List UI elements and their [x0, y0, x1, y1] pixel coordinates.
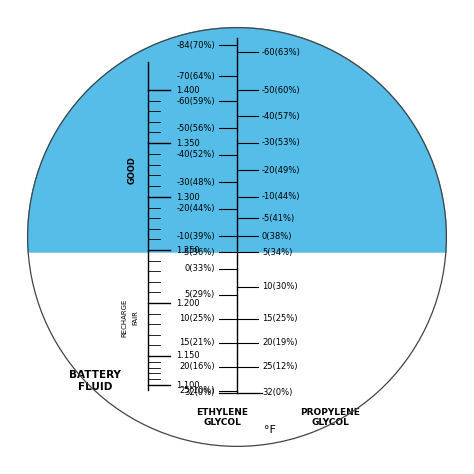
Text: 10(30%): 10(30%): [262, 283, 298, 292]
Text: -70(64%): -70(64%): [176, 72, 215, 81]
Text: -20(44%): -20(44%): [176, 204, 215, 213]
Text: 10(25%): 10(25%): [180, 315, 215, 323]
Text: 5(29%): 5(29%): [185, 291, 215, 300]
Text: -60(59%): -60(59%): [176, 97, 215, 106]
Text: -10(44%): -10(44%): [262, 192, 301, 201]
Text: 15(25%): 15(25%): [262, 315, 298, 323]
Text: -40(57%): -40(57%): [262, 111, 301, 120]
Text: -30(53%): -30(53%): [262, 138, 301, 147]
Text: 0(33%): 0(33%): [184, 264, 215, 273]
Polygon shape: [27, 27, 447, 252]
Text: -60(63%): -60(63%): [262, 47, 301, 56]
Text: 20(16%): 20(16%): [179, 363, 215, 372]
Text: PROPYLENE
GLYCOL: PROPYLENE GLYCOL: [300, 408, 360, 428]
Text: 1.200: 1.200: [176, 299, 200, 308]
Text: BATTERY
FLUID: BATTERY FLUID: [69, 370, 121, 392]
Text: °F: °F: [264, 425, 276, 435]
Text: 32(0%): 32(0%): [262, 389, 292, 398]
Text: 1.250: 1.250: [176, 246, 200, 255]
Text: 20(19%): 20(19%): [262, 338, 298, 347]
Text: RECHARGE: RECHARGE: [121, 298, 127, 337]
Circle shape: [27, 27, 447, 447]
Text: 1.100: 1.100: [176, 381, 200, 390]
Text: -20(49%): -20(49%): [262, 165, 301, 174]
Text: -30(48%): -30(48%): [176, 177, 215, 186]
Text: -84(70%): -84(70%): [176, 40, 215, 49]
Text: -50(56%): -50(56%): [176, 124, 215, 133]
Text: -5(41%): -5(41%): [262, 213, 295, 222]
Text: -50(60%): -50(60%): [262, 85, 301, 94]
Text: 25(10%): 25(10%): [180, 386, 215, 395]
Text: FAIR: FAIR: [132, 310, 138, 325]
Text: 5(34%): 5(34%): [262, 247, 292, 256]
Text: ETHYLENE
GLYCOL: ETHYLENE GLYCOL: [196, 408, 248, 428]
Text: 32(0%): 32(0%): [185, 389, 215, 398]
Text: 1.350: 1.350: [176, 138, 200, 147]
Text: -10(39%): -10(39%): [176, 231, 215, 240]
Text: 15(21%): 15(21%): [180, 338, 215, 347]
Text: 1.150: 1.150: [176, 352, 200, 361]
Text: 1.300: 1.300: [176, 192, 200, 201]
Text: -5(36%): -5(36%): [182, 247, 215, 256]
Text: -40(52%): -40(52%): [176, 151, 215, 159]
Text: GOOD: GOOD: [128, 156, 137, 184]
Text: 0(38%): 0(38%): [262, 231, 292, 240]
Text: 1.400: 1.400: [176, 85, 200, 94]
Text: 25(12%): 25(12%): [262, 363, 298, 372]
